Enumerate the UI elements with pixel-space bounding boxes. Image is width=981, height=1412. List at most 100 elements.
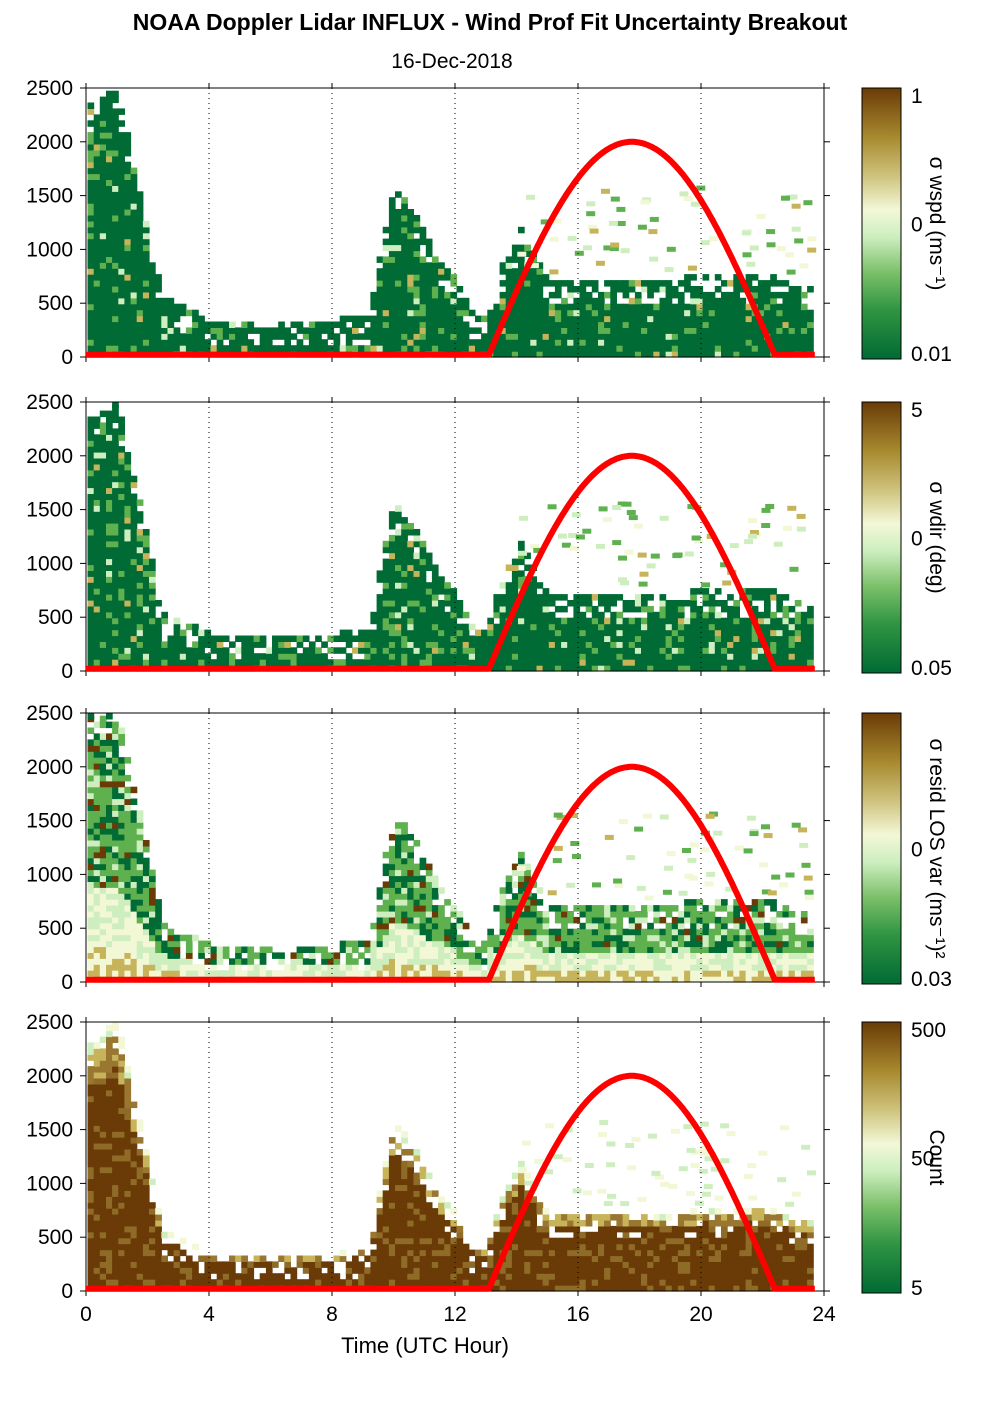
heatmap-cell [567,946,574,953]
heatmap-cell [112,970,119,977]
heatmap-cell [641,623,648,631]
heatmap-cell [106,469,113,477]
heatmap-cell [702,641,710,648]
heatmap-cell [610,665,617,672]
heatmap-cell [345,659,353,666]
heatmap-cell [136,203,144,210]
heatmap-cell [395,327,402,334]
heatmap-cell [112,155,119,163]
heatmap-cell [610,303,617,311]
heatmap-cell [665,291,673,299]
heatmap-cell [229,659,236,666]
heatmap-cell [118,191,125,198]
heatmap-cell [106,90,113,98]
heatmap-cell [634,647,642,654]
heatmap-cell [93,611,101,619]
heatmap-cell [93,733,101,740]
heatmap-cell [173,641,181,648]
heatmap-cell [87,934,95,942]
heatmap-cell [647,635,654,642]
heatmap-cell [641,958,648,965]
heatmap-cell [524,875,531,882]
heatmap-cell [99,745,107,752]
heatmap-cell [382,899,390,906]
heatmap-cell [671,946,679,953]
heatmap-cell [677,297,685,305]
heatmap-cell [641,617,648,625]
heatmap-cell [431,928,439,936]
heatmap-cell [610,333,617,340]
heatmap-cell [702,594,710,601]
heatmap-cell [87,469,95,477]
heatmap-cell [106,534,113,542]
heatmap-cell [671,333,679,340]
heatmap-cell [93,834,101,841]
heatmap-cell [106,582,113,589]
heatmap-cell [87,475,95,483]
heatmap-cell [628,641,636,648]
heatmap-cell [124,757,132,764]
heatmap-cell [425,315,433,323]
heatmap-cell [671,665,679,672]
heatmap-cell [438,262,445,269]
heatmap-cell [641,309,648,317]
heatmap-cell [776,940,783,948]
heatmap-cell [419,928,427,936]
heatmap-cell [284,659,291,666]
heatmap-cell [653,345,660,352]
heatmap-cell [807,339,814,346]
heatmap-cell [770,928,777,936]
heatmap-cell [745,659,753,666]
heatmap-cell [764,297,771,305]
heatmap-cell [757,665,765,672]
heatmap-cell [124,564,132,571]
heatmap-cell [751,594,759,601]
heatmap-cell [192,623,199,631]
heatmap-cell [554,970,562,977]
heatmap-cell [511,315,519,323]
heatmap-cell [425,893,433,900]
heatmap-cell [425,869,433,877]
heatmap-cell [419,546,427,554]
heatmap-cell [388,256,396,263]
heatmap-cell [800,958,808,965]
heatmap-cell [124,546,132,554]
heatmap-cell [616,916,624,924]
heatmap-cell [637,552,647,558]
heatmap-cell [419,940,427,948]
heatmap-cell [124,647,132,654]
heatmap-cell [149,641,156,648]
heatmap-cell [130,315,138,323]
heatmap-cell [444,647,451,654]
heatmap-cell [782,321,790,328]
heatmap-cell [87,546,95,554]
heatmap-cell [788,315,796,323]
heatmap-cell [87,256,95,263]
heatmap-cell [155,659,162,666]
heatmap-cell [579,351,587,358]
heatmap-cell [689,842,699,848]
heatmap-cell [647,905,654,912]
heatmap-cell [272,327,279,334]
heatmap-cell [450,946,458,953]
heatmap-cell [511,653,519,660]
heatmap-cell [634,911,642,918]
heatmap-cell [106,934,113,942]
heatmap-cell [659,623,667,631]
heatmap-cell [395,280,402,287]
heatmap-cell [770,635,777,642]
heatmap-cell [112,810,119,817]
heatmap-cell [733,600,740,607]
heatmap-cell [542,970,550,977]
heatmap-cell [530,916,537,924]
heatmap-cell [161,964,168,971]
heatmap-cell [598,911,605,918]
heatmap-cell [585,321,593,328]
heatmap-cell [259,946,267,953]
heatmap-cell [567,976,574,983]
heatmap-cell [395,546,402,554]
heatmap-cell [130,339,138,346]
heatmap-cell [721,928,728,936]
heatmap-cell [462,653,470,660]
heatmap-cell [524,653,531,660]
